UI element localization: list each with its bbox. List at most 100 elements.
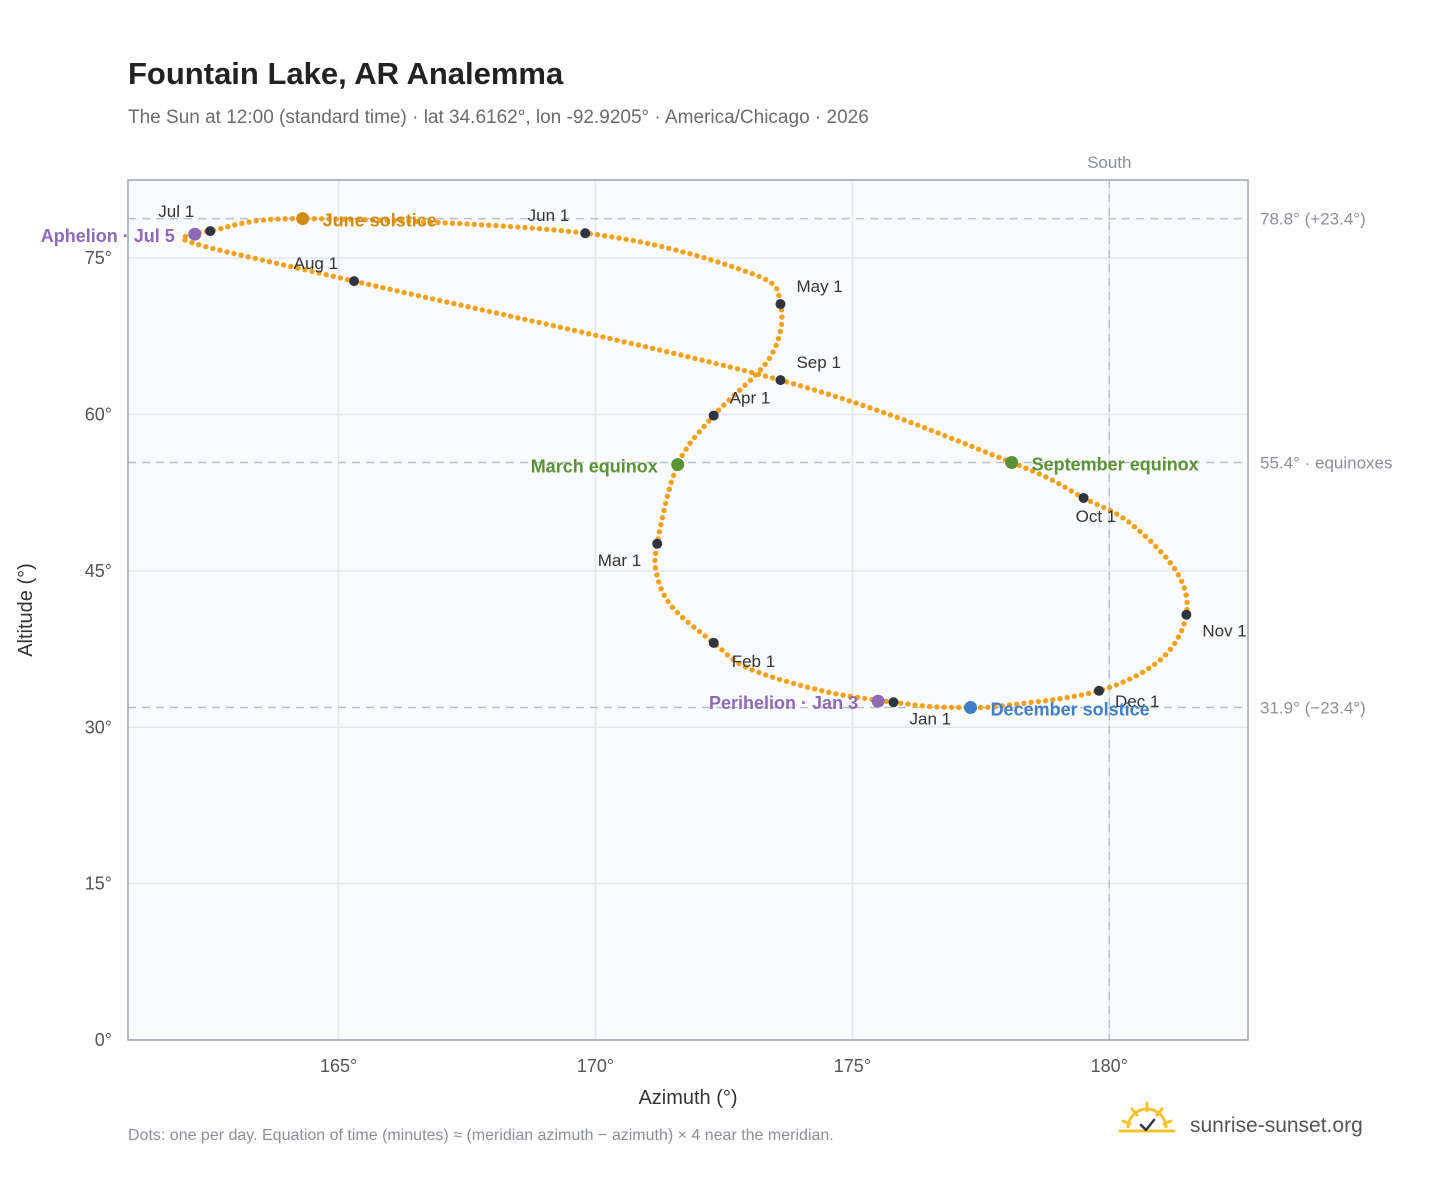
daily-sun-dot xyxy=(742,268,749,274)
daily-sun-dot xyxy=(797,383,804,389)
daily-sun-dot xyxy=(749,667,755,673)
daily-sun-dot xyxy=(311,216,317,222)
daily-sun-dot xyxy=(330,273,336,279)
x-tick-label: 165° xyxy=(320,1056,357,1076)
daily-sun-dot xyxy=(949,435,955,442)
daily-sun-dot xyxy=(1114,511,1120,517)
daily-sun-dot xyxy=(982,449,989,455)
daily-sun-dot xyxy=(747,377,754,383)
reference-line-label: 55.4° · equinoxes xyxy=(1260,453,1393,472)
daily-sun-dot xyxy=(1113,682,1120,688)
daily-sun-dot xyxy=(696,429,702,435)
x-tick-label: 180° xyxy=(1091,1056,1128,1076)
brand-logo[interactable]: sunrise-sunset.org xyxy=(1118,1101,1363,1137)
daily-sun-dot xyxy=(685,619,691,626)
event-label: Perihelion · Jan 3 xyxy=(709,693,858,713)
month-marker xyxy=(580,228,591,239)
daily-sun-dot xyxy=(557,324,564,330)
daily-sun-dot xyxy=(656,579,662,585)
daily-sun-dot xyxy=(275,216,281,222)
daily-sun-dot xyxy=(1056,480,1062,487)
daily-sun-dot xyxy=(804,385,811,391)
daily-sun-dot xyxy=(874,407,880,413)
daily-sun-dot xyxy=(565,228,572,234)
event-marker xyxy=(1005,455,1019,469)
daily-sun-dot xyxy=(302,267,308,273)
daily-sun-dot xyxy=(992,704,998,710)
daily-sun-dot xyxy=(708,257,714,263)
daily-sun-dot xyxy=(614,337,620,343)
daily-sun-dot xyxy=(996,454,1002,461)
daily-sun-dot xyxy=(985,704,991,710)
daily-sun-dot xyxy=(915,422,921,428)
daily-sun-dot xyxy=(679,452,685,459)
daily-sun-dot xyxy=(189,240,195,246)
daily-sun-dot xyxy=(654,572,660,578)
daily-sun-dot xyxy=(380,285,386,291)
daily-sun-dot xyxy=(671,350,677,356)
daily-sun-dot xyxy=(673,247,679,253)
y-axis-label: Altitude (°) xyxy=(15,563,37,657)
daily-sun-dot xyxy=(1101,504,1107,511)
daily-sun-dot xyxy=(774,286,780,292)
month-marker xyxy=(1181,609,1192,620)
daily-sun-dot xyxy=(1148,538,1154,544)
daily-sun-dot xyxy=(737,387,743,393)
daily-sun-dot xyxy=(437,297,443,304)
daily-sun-dot xyxy=(486,222,492,228)
daily-sun-dot xyxy=(355,216,361,223)
daily-sun-dot xyxy=(999,703,1005,709)
daily-sun-dot xyxy=(775,335,782,342)
event-label: June solstice xyxy=(323,211,437,231)
daily-sun-dot xyxy=(652,242,658,248)
daily-sun-dot xyxy=(762,276,769,283)
daily-sun-dot xyxy=(867,405,873,411)
daily-sun-dot xyxy=(1181,621,1187,627)
daily-sun-dot xyxy=(318,216,325,222)
daily-sun-dot xyxy=(281,262,287,268)
daily-sun-dot xyxy=(1146,665,1152,672)
daily-sun-dot xyxy=(623,236,629,242)
daily-sun-dot xyxy=(664,349,670,355)
daily-sun-dot xyxy=(1178,578,1185,584)
month-marker xyxy=(775,375,786,386)
daily-sun-dot xyxy=(666,245,672,251)
daily-sun-dot xyxy=(887,412,894,418)
daily-sun-dot xyxy=(670,472,677,479)
daily-sun-dot xyxy=(500,223,506,229)
daily-sun-dot xyxy=(1094,501,1100,508)
month-label: Aug 1 xyxy=(294,254,338,273)
event-marker xyxy=(671,458,685,472)
daily-sun-dot xyxy=(449,220,456,226)
daily-sun-dot xyxy=(203,244,209,250)
daily-sun-dot xyxy=(659,243,665,250)
daily-sun-dot xyxy=(702,633,708,639)
daily-sun-dot xyxy=(427,219,434,225)
daily-sun-dot xyxy=(1050,697,1056,703)
daily-sun-dot xyxy=(593,332,599,338)
daily-sun-dot xyxy=(662,500,669,507)
daily-sun-dot xyxy=(493,310,500,316)
daily-sun-dot xyxy=(812,686,818,692)
daily-sun-dot xyxy=(691,434,698,441)
daily-sun-dot xyxy=(282,216,288,222)
daily-sun-dot xyxy=(507,223,514,230)
daily-sun-dot xyxy=(962,441,968,447)
daily-sun-dot xyxy=(1106,684,1113,691)
daily-sun-dot xyxy=(901,417,907,423)
month-label: Mar 1 xyxy=(598,551,641,570)
daily-sun-dot xyxy=(956,704,962,711)
event-markers: June solstice Aphelion · Jul 5 March equin… xyxy=(41,211,1199,720)
daily-sun-dot xyxy=(268,216,274,223)
month-label: Jan 1 xyxy=(910,709,952,728)
daily-sun-dot xyxy=(661,507,667,514)
daily-sun-dot xyxy=(536,226,543,232)
daily-sun-dot xyxy=(406,218,412,224)
daily-sun-dot xyxy=(358,280,365,286)
daily-sun-dot xyxy=(1006,702,1013,708)
daily-sun-dot xyxy=(652,557,658,564)
daily-sun-dot xyxy=(779,314,785,320)
daily-sun-dot xyxy=(464,221,470,227)
daily-sun-dot xyxy=(210,245,216,252)
daily-sun-dot xyxy=(811,387,818,393)
